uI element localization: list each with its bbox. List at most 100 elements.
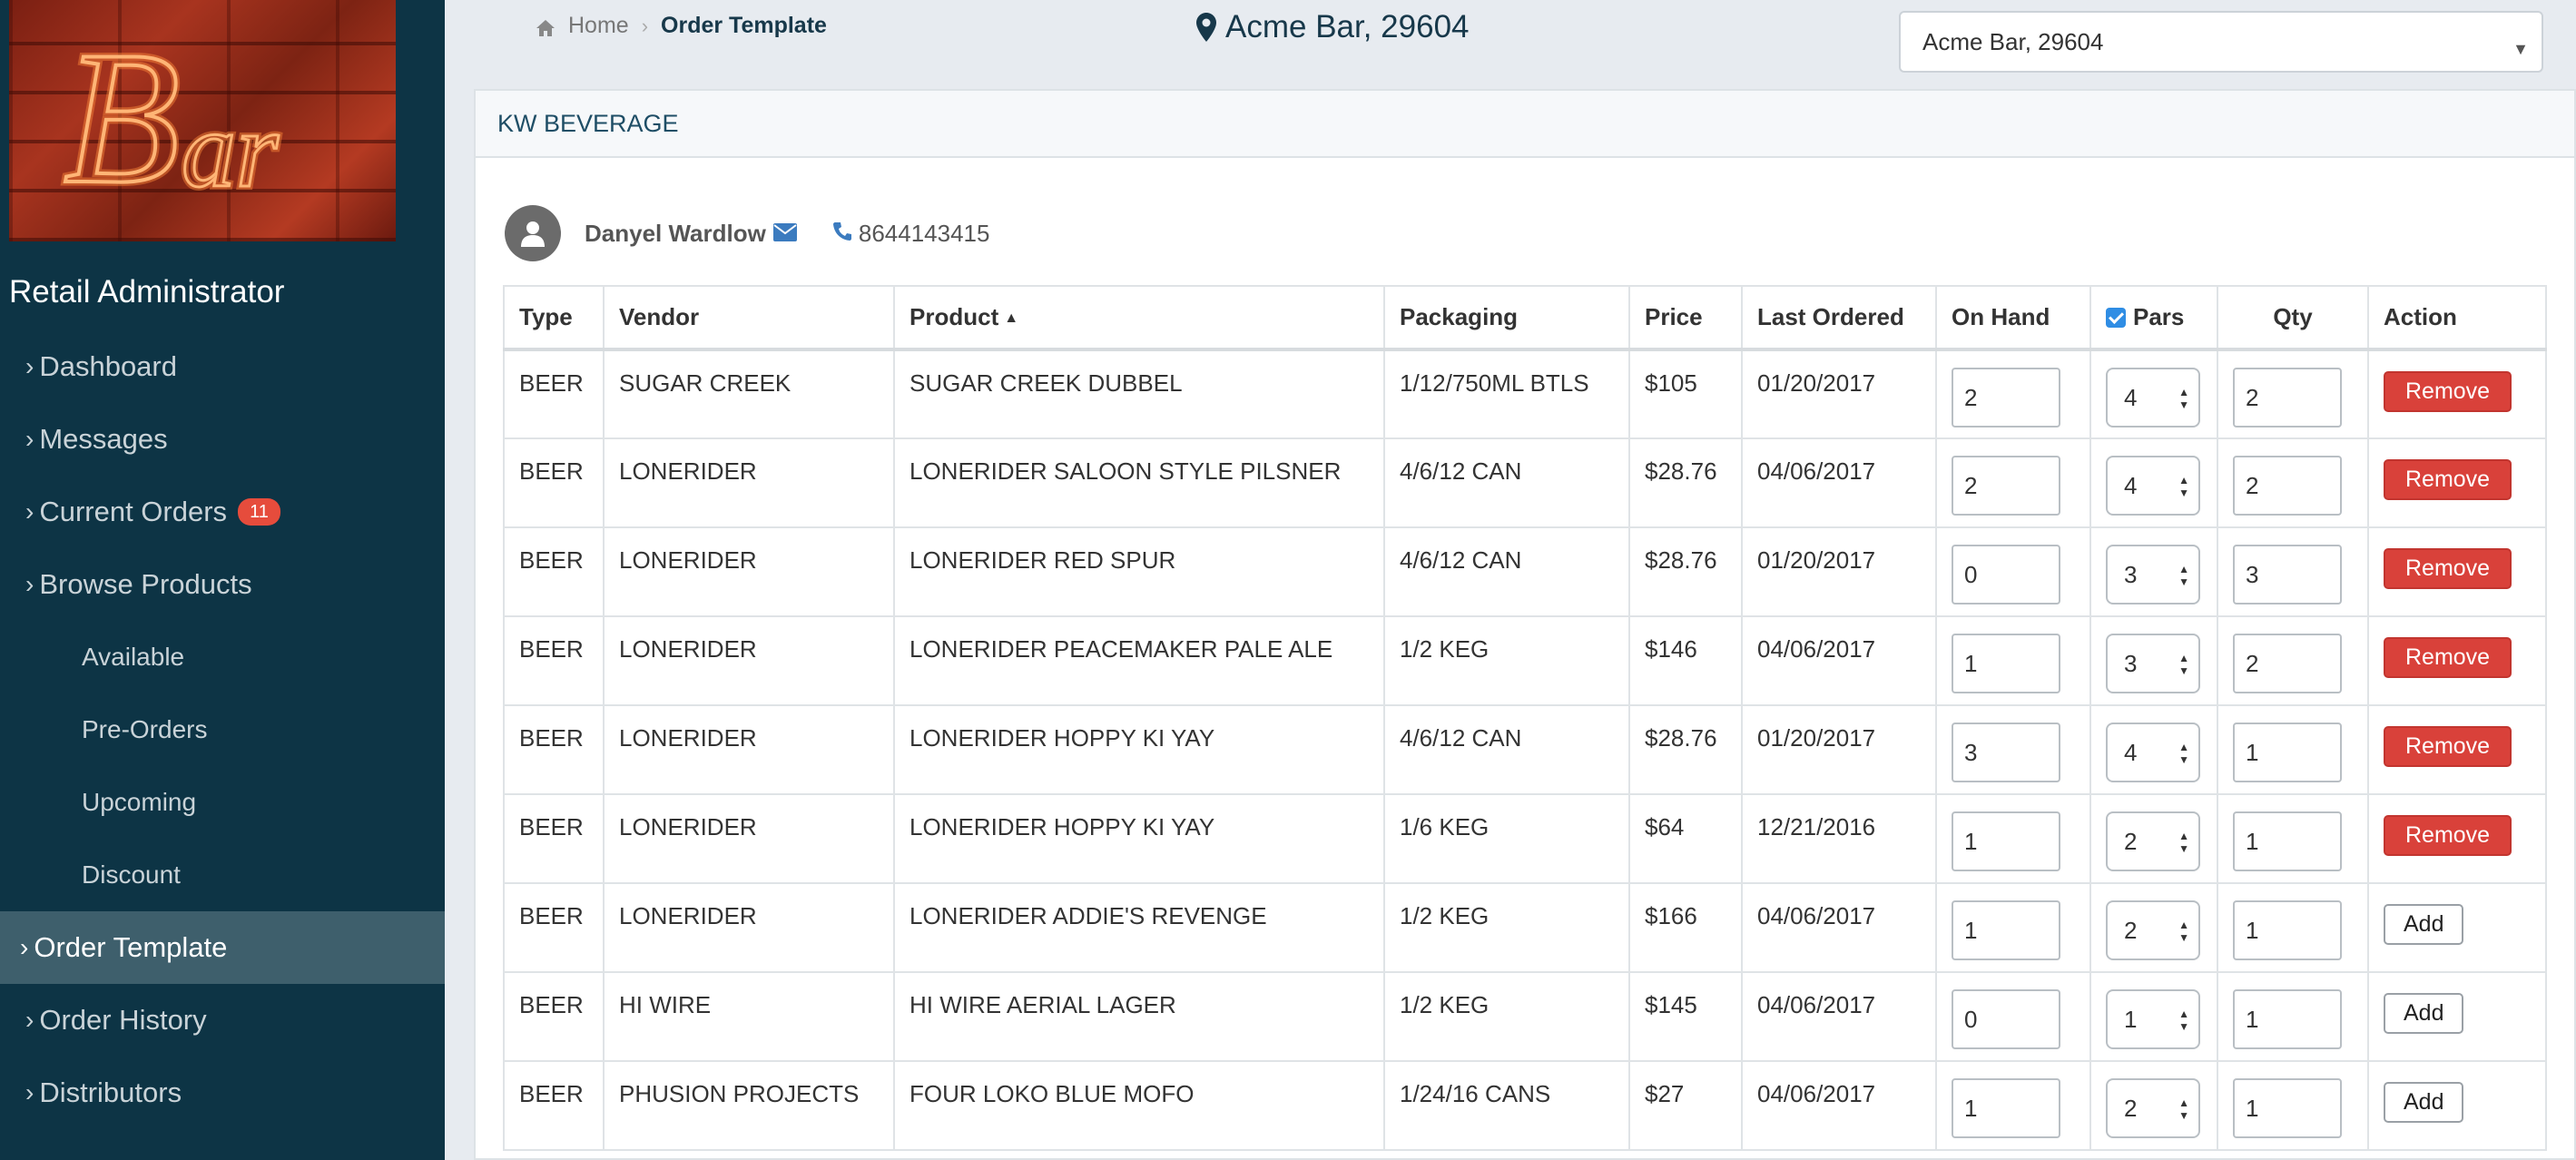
column-header-pars[interactable]: Pars [2089, 285, 2218, 351]
on-hand-input[interactable]: 0 [1952, 989, 2060, 1049]
sidebar-item-browse-products[interactable]: › Browse Products [0, 548, 445, 621]
column-header-type[interactable]: Type [503, 285, 605, 351]
qty-input[interactable]: 1 [2233, 900, 2342, 960]
pars-checkbox[interactable] [2106, 308, 2126, 328]
remove-button[interactable]: Remove [2384, 459, 2512, 500]
up-down-arrows-icon: ▲ ▼ [2178, 386, 2189, 411]
sidebar-item-order-template[interactable]: › Order Template [0, 911, 445, 984]
sidebar-item-available[interactable]: Available [0, 621, 445, 693]
cell-vendor: LONERIDER [603, 793, 895, 884]
cell-pars: 3 ▲ ▼ [2089, 526, 2218, 617]
home-icon [536, 17, 556, 36]
cell-vendor: PHUSION PROJECTS [603, 1060, 895, 1151]
column-header-product[interactable]: Product ▲ [893, 285, 1385, 351]
table-row: BEER PHUSION PROJECTS FOUR LOKO BLUE MOFO 1… [503, 1060, 2547, 1151]
on-hand-input[interactable]: 1 [1952, 634, 2060, 693]
add-button[interactable]: Add [2384, 904, 2464, 945]
svg-text:ar: ar [182, 89, 280, 210]
envelope-icon[interactable] [772, 220, 797, 248]
pars-select-value: 1 [2124, 1005, 2138, 1033]
add-button[interactable]: Add [2384, 993, 2464, 1034]
pars-select[interactable]: 2 ▲ ▼ [2106, 811, 2200, 871]
on-hand-input[interactable]: 2 [1952, 456, 2060, 516]
table-row: BEER LONERIDER LONERIDER PEACEMAKER PALE A… [503, 615, 2547, 706]
qty-input[interactable]: 1 [2233, 723, 2342, 782]
cell-type: BEER [503, 793, 605, 884]
chevron-right-icon: › [25, 1078, 34, 1106]
sidebar-item-pre-orders[interactable]: Pre-Orders [0, 693, 445, 766]
pars-select[interactable]: 4 ▲ ▼ [2106, 368, 2200, 428]
qty-input[interactable]: 2 [2233, 634, 2342, 693]
on-hand-input[interactable]: 1 [1952, 1078, 2060, 1138]
role-title: Retail Administrator [9, 274, 285, 310]
on-hand-input[interactable]: 1 [1952, 811, 2060, 871]
remove-button[interactable]: Remove [2384, 637, 2512, 678]
on-hand-input[interactable]: 1 [1952, 900, 2060, 960]
sidebar-item-dashboard[interactable]: › Dashboard [0, 330, 445, 403]
pars-select[interactable]: 4 ▲ ▼ [2106, 723, 2200, 782]
qty-input[interactable]: 2 [2233, 456, 2342, 516]
cell-qty: 3 [2217, 526, 2369, 617]
cell-pars: 2 ▲ ▼ [2089, 882, 2218, 973]
column-header-packaging[interactable]: Packaging [1383, 285, 1630, 351]
breadcrumb-home-link[interactable]: Home [568, 13, 629, 38]
remove-button[interactable]: Remove [2384, 815, 2512, 856]
cell-pars: 3 ▲ ▼ [2089, 615, 2218, 706]
on-hand-input[interactable]: 2 [1952, 368, 2060, 428]
sidebar-item-order-history[interactable]: › Order History [0, 984, 445, 1057]
column-header-price[interactable]: Price [1628, 285, 1743, 351]
location-select[interactable]: Acme Bar, 29604 ▼ [1899, 11, 2543, 73]
sidebar-item-messages[interactable]: › Messages [0, 403, 445, 476]
qty-input[interactable]: 1 [2233, 1078, 2342, 1138]
column-header-vendor[interactable]: Vendor [603, 285, 895, 351]
pars-select-value: 4 [2124, 383, 2138, 411]
cell-price: $166 [1628, 882, 1743, 973]
qty-input[interactable]: 1 [2233, 989, 2342, 1049]
column-header-action: Action [2367, 285, 2547, 351]
pars-select[interactable]: 4 ▲ ▼ [2106, 456, 2200, 516]
add-button[interactable]: Add [2384, 1082, 2464, 1123]
pars-select[interactable]: 2 ▲ ▼ [2106, 900, 2200, 960]
sidebar-item-current-orders[interactable]: › Current Orders 11 [0, 476, 445, 548]
cell-last-ordered: 01/20/2017 [1741, 704, 1937, 795]
cell-action: Add [2367, 882, 2547, 973]
pars-select[interactable]: 3 ▲ ▼ [2106, 545, 2200, 605]
sidebar-item-distributors[interactable]: › Distributors [0, 1057, 445, 1129]
on-hand-input[interactable]: 0 [1952, 545, 2060, 605]
up-down-arrows-icon: ▲ ▼ [2178, 563, 2189, 588]
up-down-arrows-icon: ▲ ▼ [2178, 919, 2189, 944]
cell-price: $28.76 [1628, 437, 1743, 528]
cell-packaging: 1/2 KEG [1383, 615, 1630, 706]
pars-select[interactable]: 1 ▲ ▼ [2106, 989, 2200, 1049]
count-badge: 11 [238, 498, 280, 526]
cell-action: Remove [2367, 704, 2547, 795]
cell-qty: 1 [2217, 704, 2369, 795]
qty-input[interactable]: 1 [2233, 811, 2342, 871]
cell-pars: 4 ▲ ▼ [2089, 437, 2218, 528]
cell-product: LONERIDER PEACEMAKER PALE ALE [893, 615, 1385, 706]
cell-qty: 1 [2217, 971, 2369, 1062]
cell-product: LONERIDER SALOON STYLE PILSNER [893, 437, 1385, 528]
table-row: BEER LONERIDER LONERIDER SALOON STYLE PILS… [503, 437, 2547, 528]
remove-button[interactable]: Remove [2384, 548, 2512, 589]
cell-packaging: 1/24/16 CANS [1383, 1060, 1630, 1151]
qty-input[interactable]: 2 [2233, 368, 2342, 428]
on-hand-input[interactable]: 3 [1952, 723, 2060, 782]
qty-input[interactable]: 3 [2233, 545, 2342, 605]
sidebar-item-upcoming[interactable]: Upcoming [0, 766, 445, 839]
up-down-arrows-icon: ▲ ▼ [2178, 830, 2189, 855]
location-label: Acme Bar, 29604 [1225, 9, 1470, 44]
column-header-on-hand[interactable]: On Hand [1935, 285, 2091, 351]
cell-price: $146 [1628, 615, 1743, 706]
sidebar-item-discount[interactable]: Discount [0, 839, 445, 911]
column-header-qty[interactable]: Qty [2217, 285, 2369, 351]
cell-on-hand: 1 [1935, 793, 2091, 884]
table-row: BEER LONERIDER LONERIDER HOPPY KI YAY 1/6 K… [503, 793, 2547, 884]
column-header-last-ordered[interactable]: Last Ordered [1741, 285, 1937, 351]
pars-select[interactable]: 3 ▲ ▼ [2106, 634, 2200, 693]
cell-vendor: LONERIDER [603, 526, 895, 617]
pars-select[interactable]: 2 ▲ ▼ [2106, 1078, 2200, 1138]
remove-button[interactable]: Remove [2384, 726, 2512, 767]
phone-icon [832, 220, 851, 248]
remove-button[interactable]: Remove [2384, 371, 2512, 412]
